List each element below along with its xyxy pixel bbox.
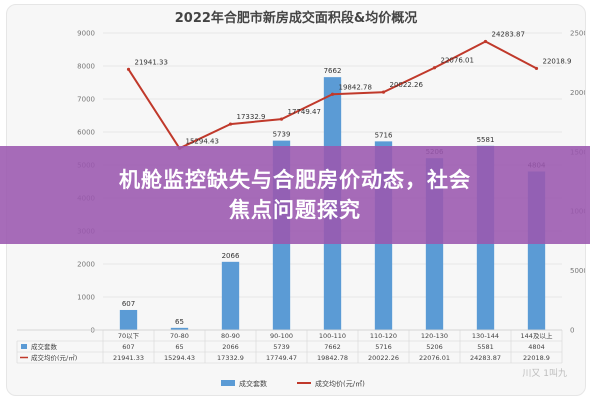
data-table: 70以下 70-80 80-90 90-100 100-110 110-120 120-13… xyxy=(16,329,563,364)
price-point xyxy=(432,66,437,70)
table-cell: 65 xyxy=(175,343,183,351)
bar xyxy=(119,309,138,330)
bar-value-label: 607 xyxy=(122,300,135,308)
category-label: 80-90 xyxy=(221,332,240,340)
table-series-name: 成交均价(元/㎡) xyxy=(31,353,77,362)
price-value-label: 21941.33 xyxy=(135,58,168,66)
price-value-label: 17332.9 xyxy=(237,113,266,121)
price-point xyxy=(279,117,284,121)
right-tick-label: 0 xyxy=(570,327,574,335)
legend: 成交套数 成交均价(元/㎡) xyxy=(221,379,365,388)
table-cell: 22018.9 xyxy=(523,354,550,362)
bar-value-label: 5581 xyxy=(477,136,495,144)
price-point xyxy=(381,90,386,94)
table-key-swatch xyxy=(21,344,27,349)
headline-line-2: 焦点问题探究 xyxy=(229,198,361,222)
legend-swatch-bar xyxy=(221,380,235,386)
table-cell: 24283.87 xyxy=(470,354,501,362)
left-tick-label: 0 xyxy=(91,327,95,335)
price-value-label: 19842.78 xyxy=(339,83,372,91)
legend-label-bar: 成交套数 xyxy=(239,379,267,388)
price-value-label: 20022.26 xyxy=(390,81,424,89)
category-label: 70以下 xyxy=(118,332,140,340)
table-cell: 4804 xyxy=(528,343,545,351)
table-cell: 21941.33 xyxy=(113,354,144,362)
table-cell: 5581 xyxy=(477,343,494,351)
table-cell: 5739 xyxy=(273,343,290,351)
price-point xyxy=(330,92,335,96)
table-cell: 7662 xyxy=(324,343,341,351)
category-label: 130-144 xyxy=(472,332,499,340)
bar-value-label: 7662 xyxy=(324,67,342,75)
table-cell: 5206 xyxy=(426,343,443,351)
left-tick-label: 2000 xyxy=(77,261,95,269)
line-data-labels: 21941.33 15294.43 17332.9 17749.47 19842.78 2… xyxy=(135,31,572,146)
legend-label-line: 成交均价(元/㎡) xyxy=(315,379,365,388)
left-tick-label: 8000 xyxy=(77,63,95,71)
table-cell: 17749.47 xyxy=(266,354,297,362)
table-cell: 19842.78 xyxy=(317,354,348,362)
price-value-label: 24283.87 xyxy=(492,31,525,39)
left-tick-label: 9000 xyxy=(77,30,95,38)
table-cell: 5716 xyxy=(375,343,392,351)
right-tick-label: 25000 xyxy=(570,30,585,38)
right-tick-label: 20000 xyxy=(570,89,585,97)
category-label: 120-130 xyxy=(421,332,448,340)
price-point xyxy=(483,39,488,44)
watermark: 川又 1叫九 xyxy=(522,369,567,379)
price-value-label: 22076.01 xyxy=(441,57,474,65)
bar-value-label: 65 xyxy=(175,318,184,326)
left-tick-label: 1000 xyxy=(77,294,95,302)
price-point xyxy=(534,66,539,71)
left-tick-label: 7000 xyxy=(77,96,95,104)
table-cell: 2066 xyxy=(222,343,239,351)
price-value-label: 17749.47 xyxy=(288,108,321,116)
price-point xyxy=(126,67,131,71)
bar xyxy=(170,327,189,330)
bar-value-label: 2066 xyxy=(222,252,240,260)
category-label: 110-120 xyxy=(370,332,397,340)
table-cell: 20022.26 xyxy=(368,354,399,362)
left-tick-label: 6000 xyxy=(77,129,95,137)
bar xyxy=(221,261,240,330)
headline-line-1: 机舱监控缺失与合肥房价动态，社会 xyxy=(119,168,471,192)
table-series-name: 成交套数 xyxy=(31,342,58,351)
category-label: 100-110 xyxy=(319,332,346,340)
table-cell: 17332.9 xyxy=(217,354,244,362)
category-label: 90-100 xyxy=(270,332,293,340)
table-cell: 607 xyxy=(122,343,134,351)
table-cell: 22076.01 xyxy=(419,354,450,362)
price-value-label: 22018.9 xyxy=(543,57,572,65)
headline-banner: 机舱监控缺失与合肥房价动态，社会 焦点问题探究 xyxy=(0,146,590,244)
category-label: 144及以上 xyxy=(521,331,553,340)
bar-value-label: 5716 xyxy=(375,131,393,139)
price-point xyxy=(228,122,233,126)
right-tick-label: 5000 xyxy=(570,267,585,275)
price-value-label: 15294.43 xyxy=(186,137,219,145)
category-label: 70-80 xyxy=(170,332,189,340)
chart-title: 2022年合肥市新房成交面积段&均价概况 xyxy=(175,10,418,26)
table-cell: 15294.43 xyxy=(164,354,195,362)
bar-value-label: 5739 xyxy=(273,131,291,139)
